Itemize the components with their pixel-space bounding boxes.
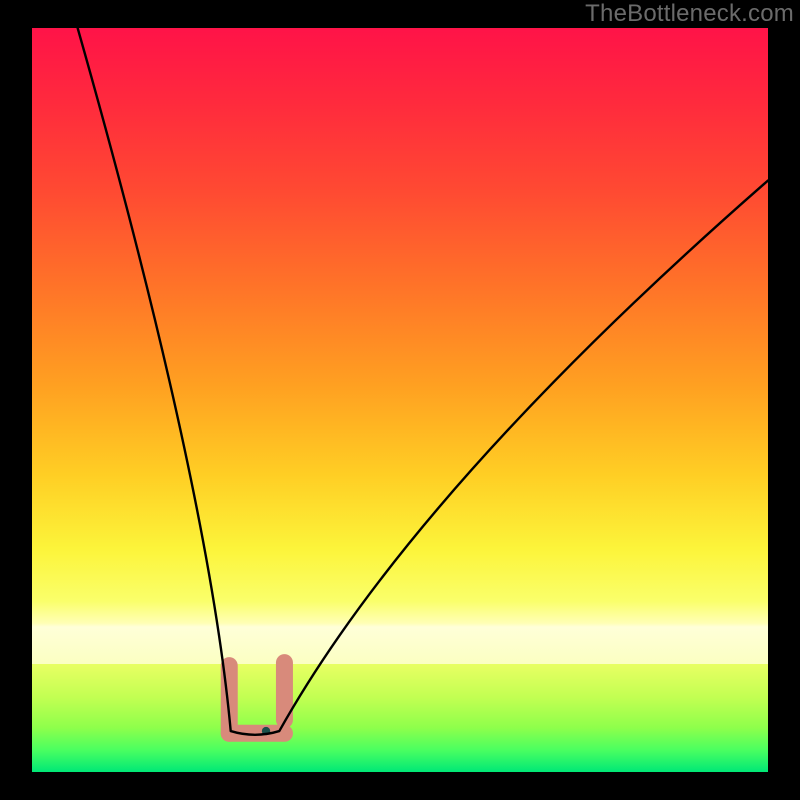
chart-container: TheBottleneck.com [0, 0, 800, 800]
chart-svg [0, 0, 800, 800]
plot-area [32, 28, 768, 772]
gradient-background [32, 28, 768, 772]
